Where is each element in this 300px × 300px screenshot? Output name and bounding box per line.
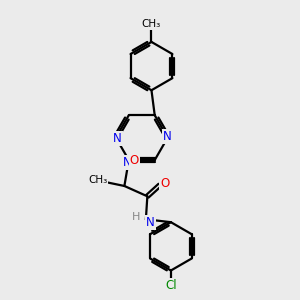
Text: CH₃: CH₃ [142,19,161,29]
Text: N: N [163,130,172,143]
Text: O: O [130,154,139,166]
Text: N: N [113,132,122,145]
Text: N: N [123,156,132,169]
Text: H: H [132,212,141,222]
Text: Cl: Cl [165,279,177,292]
Text: O: O [160,177,169,190]
Text: CH₃: CH₃ [88,175,107,185]
Text: N: N [146,216,155,229]
